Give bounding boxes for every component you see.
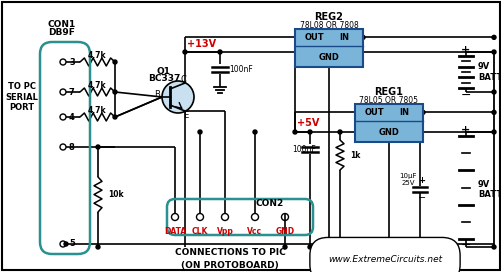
Text: −: − <box>417 193 425 203</box>
Text: CLK: CLK <box>191 227 208 236</box>
Text: C: C <box>180 75 185 84</box>
Text: E: E <box>183 110 188 119</box>
Text: 4: 4 <box>69 113 75 122</box>
Circle shape <box>253 130 257 134</box>
Circle shape <box>113 90 117 94</box>
Text: OUT: OUT <box>364 108 383 117</box>
Text: 7: 7 <box>69 88 75 97</box>
Text: CONNECTIONS TO PIC
(ON PROTOBOARD): CONNECTIONS TO PIC (ON PROTOBOARD) <box>174 248 285 270</box>
Circle shape <box>337 130 341 134</box>
Text: 5: 5 <box>69 240 75 249</box>
Text: www.ExtremeCircuits.net: www.ExtremeCircuits.net <box>327 255 441 264</box>
Circle shape <box>491 35 495 39</box>
Text: 100nF: 100nF <box>292 144 315 153</box>
Text: IN: IN <box>398 108 408 117</box>
Circle shape <box>96 245 100 249</box>
Text: 78L08 OR 7808: 78L08 OR 7808 <box>299 20 358 29</box>
Circle shape <box>420 110 424 114</box>
Text: CON2: CON2 <box>256 199 284 208</box>
Text: 4.7k: 4.7k <box>88 51 107 60</box>
Circle shape <box>283 245 287 249</box>
Text: 1k: 1k <box>349 150 360 159</box>
Text: 78L05 OR 7805: 78L05 OR 7805 <box>359 95 418 104</box>
Text: +: + <box>417 176 424 185</box>
Text: +13V: +13V <box>187 39 216 49</box>
Text: Q1: Q1 <box>157 66 171 76</box>
Text: 100nF: 100nF <box>228 64 252 73</box>
Text: GND: GND <box>318 53 339 62</box>
Text: 4.7k: 4.7k <box>88 106 107 115</box>
Circle shape <box>64 242 68 246</box>
Text: Vpp: Vpp <box>216 227 233 236</box>
Circle shape <box>308 130 312 134</box>
Text: −: − <box>460 88 470 101</box>
Text: REG2: REG2 <box>314 12 343 22</box>
Circle shape <box>308 245 312 249</box>
Circle shape <box>96 145 100 149</box>
Text: BC337: BC337 <box>147 73 180 82</box>
Circle shape <box>326 245 330 249</box>
Circle shape <box>113 115 117 119</box>
Circle shape <box>162 81 193 113</box>
Text: DATA: DATA <box>163 227 186 236</box>
Circle shape <box>491 50 495 54</box>
Text: +5V: +5V <box>297 118 319 128</box>
Text: GND: GND <box>275 227 294 236</box>
Text: CON1: CON1 <box>48 20 76 29</box>
Circle shape <box>113 60 117 64</box>
Text: 10μF
25V: 10μF 25V <box>398 173 416 186</box>
Text: TO PC
SERIAL
PORT: TO PC SERIAL PORT <box>6 82 39 112</box>
Circle shape <box>417 245 421 249</box>
Circle shape <box>491 245 495 249</box>
Circle shape <box>491 130 495 134</box>
Text: +: + <box>460 125 470 135</box>
Circle shape <box>386 245 390 249</box>
Circle shape <box>293 130 297 134</box>
Text: OUT: OUT <box>304 33 323 42</box>
Circle shape <box>491 110 495 114</box>
Text: 9V
BATTERY: 9V BATTERY <box>477 180 501 199</box>
FancyBboxPatch shape <box>295 29 362 67</box>
Circle shape <box>183 50 187 54</box>
Text: 9V
BATTERY: 9V BATTERY <box>477 62 501 82</box>
Text: B: B <box>154 89 160 98</box>
Text: 10k: 10k <box>108 190 123 199</box>
Text: REG1: REG1 <box>374 87 403 97</box>
Text: 3: 3 <box>69 57 75 66</box>
FancyBboxPatch shape <box>354 104 422 142</box>
Circle shape <box>337 245 341 249</box>
Circle shape <box>491 90 495 94</box>
Text: GND: GND <box>378 128 399 137</box>
Text: IN: IN <box>338 33 348 42</box>
Text: Vcc: Vcc <box>247 227 262 236</box>
Circle shape <box>197 130 201 134</box>
Circle shape <box>417 130 421 134</box>
Circle shape <box>360 35 364 39</box>
Text: −: − <box>460 239 470 252</box>
Text: DB9F: DB9F <box>49 27 75 36</box>
Text: 8: 8 <box>69 143 75 152</box>
Circle shape <box>217 50 221 54</box>
Text: 4.7k: 4.7k <box>88 81 107 89</box>
Text: +: + <box>460 45 470 55</box>
